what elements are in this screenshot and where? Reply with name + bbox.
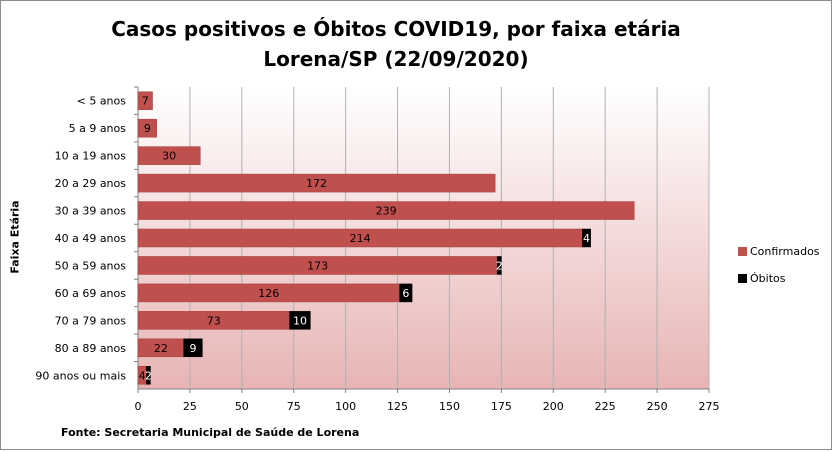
data-label-obitos: 2 bbox=[145, 369, 152, 382]
bar-obitos bbox=[399, 283, 413, 303]
data-label-obitos: 2 bbox=[496, 259, 503, 272]
legend-label-confirmados: Confirmados bbox=[750, 244, 820, 258]
bar-confirmados bbox=[137, 173, 496, 193]
data-label-obitos: 10 bbox=[293, 314, 307, 327]
x-tick-label: 75 bbox=[287, 400, 301, 413]
bar-confirmados bbox=[137, 146, 201, 165]
bar-obitos bbox=[289, 311, 311, 330]
legend-swatch-obitos bbox=[738, 273, 747, 283]
data-label-confirmados: 73 bbox=[207, 314, 221, 327]
data-label-confirmados: 9 bbox=[144, 122, 151, 135]
x-tick-label: 50 bbox=[235, 400, 249, 413]
data-label-confirmados: 22 bbox=[154, 342, 168, 355]
y-tick-label: 40 a 49 anos bbox=[55, 232, 127, 245]
y-tick-label: 20 a 29 anos bbox=[55, 177, 127, 190]
data-label-confirmados: 7 bbox=[142, 95, 149, 108]
bar-confirmados bbox=[137, 91, 153, 110]
x-tick-label: 175 bbox=[491, 400, 512, 413]
y-tick-label: 80 a 89 anos bbox=[55, 342, 127, 355]
legend-item-confirmados: Confirmados bbox=[738, 243, 820, 259]
x-tick-label: 275 bbox=[699, 400, 720, 413]
bar-confirmados bbox=[137, 201, 635, 220]
y-axis-title: Faixa Etária bbox=[8, 200, 22, 274]
y-tick-label: 5 a 9 anos bbox=[69, 122, 127, 135]
y-tick-label: 60 a 69 anos bbox=[55, 287, 127, 300]
source-note: Fonte: Secretaria Municipal de Saúde de … bbox=[61, 426, 360, 439]
bar-obitos bbox=[582, 228, 591, 248]
data-label-confirmados: 4 bbox=[139, 369, 146, 382]
y-tick-label: 30 a 39 anos bbox=[55, 205, 127, 218]
legend: Confirmados Óbitos bbox=[738, 243, 820, 297]
y-tick-label: 90 anos ou mais bbox=[35, 369, 126, 382]
x-tick-label: 225 bbox=[595, 400, 616, 413]
y-tick-label: 70 a 79 anos bbox=[55, 314, 127, 327]
x-tick-label: 250 bbox=[647, 400, 668, 413]
x-tick-label: 100 bbox=[335, 400, 356, 413]
x-tick-label: 200 bbox=[543, 400, 564, 413]
data-label-confirmados: 173 bbox=[307, 259, 328, 272]
chart-title-line2: Lorena/SP (22/09/2020) bbox=[263, 47, 529, 71]
y-tick-label: 10 a 19 anos bbox=[55, 150, 127, 163]
x-tick-label: 125 bbox=[387, 400, 408, 413]
data-label-obitos: 6 bbox=[402, 287, 409, 300]
bar-obitos bbox=[183, 338, 203, 358]
data-label-obitos: 4 bbox=[583, 232, 590, 245]
legend-item-obitos: Óbitos bbox=[738, 270, 820, 286]
data-label-confirmados: 126 bbox=[258, 287, 279, 300]
data-label-confirmados: 30 bbox=[162, 150, 176, 163]
data-label-confirmados: 239 bbox=[376, 205, 397, 218]
y-tick-label: < 5 anos bbox=[77, 95, 127, 108]
bar-confirmados bbox=[137, 118, 157, 138]
data-label-obitos: 9 bbox=[190, 342, 197, 355]
x-tick-label: 0 bbox=[135, 400, 142, 413]
data-label-confirmados: 214 bbox=[350, 232, 371, 245]
y-tick-label: 50 a 59 anos bbox=[55, 259, 127, 272]
data-label-confirmados: 172 bbox=[306, 177, 327, 190]
bar-obitos bbox=[496, 256, 502, 275]
x-tick-label: 25 bbox=[183, 400, 197, 413]
legend-swatch-confirmados bbox=[738, 246, 747, 256]
legend-label-obitos: Óbitos bbox=[750, 271, 786, 285]
bar-obitos bbox=[146, 366, 151, 385]
x-tick-label: 150 bbox=[439, 400, 460, 413]
chart-title-line1: Casos positivos e Óbitos COVID19, por fa… bbox=[111, 17, 681, 41]
